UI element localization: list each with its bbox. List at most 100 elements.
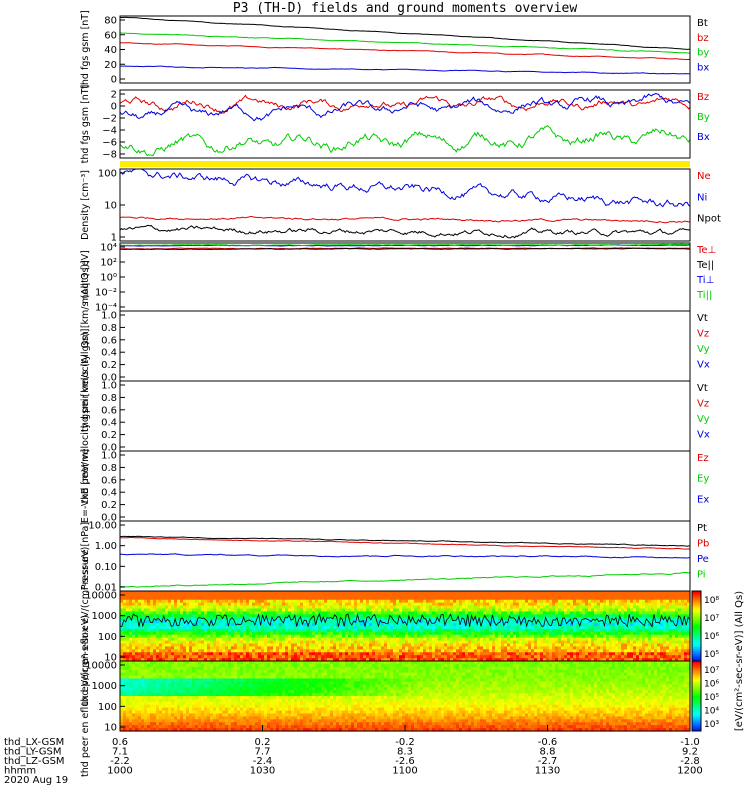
heatmap-cell — [306, 596, 310, 601]
heatmap-cell — [165, 602, 169, 607]
heatmap-cell — [207, 591, 211, 595]
legend-Te: Te⊥ — [696, 245, 716, 256]
heatmap-cell — [606, 655, 610, 659]
heatmap-cell — [426, 614, 430, 618]
heatmap-cell — [516, 640, 520, 645]
heatmap-cell — [660, 605, 664, 610]
heatmap-cell — [255, 646, 259, 650]
heatmap-cell — [612, 623, 616, 627]
heatmap-cell — [177, 631, 181, 636]
heatmap-cell — [123, 716, 127, 720]
heatmap-cell — [429, 634, 433, 639]
heatmap-cell — [348, 649, 352, 653]
heatmap-cell — [462, 623, 466, 627]
heatmap-cell — [138, 599, 142, 604]
heatmap-cell — [441, 596, 445, 601]
heatmap-cell — [339, 640, 343, 645]
heatmap-cell — [279, 626, 283, 630]
heatmap-cell — [357, 634, 361, 639]
heatmap-cell — [252, 593, 256, 598]
heatmap-cell — [363, 658, 367, 662]
heatmap-cell — [558, 637, 562, 642]
heatmap-cell — [369, 623, 373, 627]
heatmap-cell — [360, 602, 364, 607]
heatmap-cell — [204, 628, 208, 633]
series-Pt — [120, 535, 691, 547]
heatmap-cell — [267, 596, 271, 601]
heatmap-cell — [120, 617, 124, 621]
heatmap-cell — [489, 637, 493, 642]
heatmap-cell — [204, 649, 208, 653]
heatmap-cell — [474, 593, 478, 598]
heatmap-cell — [285, 593, 289, 598]
heatmap-cell — [153, 658, 157, 662]
heatmap-cell — [204, 596, 208, 601]
legend-bz: bz — [697, 33, 709, 44]
heatmap-cell — [579, 631, 583, 636]
heatmap-cell — [402, 623, 406, 627]
heatmap-cell — [591, 640, 595, 645]
heatmap-cell — [153, 672, 157, 677]
heatmap-cell — [285, 658, 289, 662]
heatmap-cell — [135, 672, 139, 677]
heatmap-cell — [540, 608, 544, 613]
heatmap-cell — [411, 623, 415, 627]
heatmap-cell — [660, 596, 664, 601]
heatmap-cell — [180, 611, 184, 615]
heatmap-cell — [198, 599, 202, 604]
heatmap-cell — [603, 640, 607, 645]
heatmap-cell — [174, 652, 178, 656]
heatmap-cell — [528, 599, 532, 604]
heatmap-cell — [462, 593, 466, 598]
heatmap-cell — [465, 602, 469, 607]
heatmap-cell — [426, 637, 430, 642]
heatmap-cell — [285, 605, 289, 610]
heatmap-cell — [234, 637, 238, 642]
heatmap-cell — [261, 658, 265, 662]
heatmap-cell — [273, 637, 277, 642]
heatmap-cell — [663, 649, 667, 653]
heatmap-cell — [171, 608, 175, 613]
heatmap-cell — [663, 602, 667, 607]
heatmap-cell — [345, 637, 349, 642]
heatmap-cell — [216, 652, 220, 656]
heatmap-cell — [276, 640, 280, 645]
heatmap-cell — [216, 658, 220, 662]
heatmap-cell — [591, 608, 595, 613]
heatmap-cell — [549, 634, 553, 639]
heatmap-cell — [432, 643, 436, 648]
heatmap-cell — [621, 655, 625, 659]
heatmap-cell — [162, 617, 166, 621]
heatmap-cell — [141, 696, 145, 700]
heatmap-cell — [201, 605, 205, 610]
legend-Pt: Pt — [697, 523, 707, 534]
heatmap-cell — [312, 631, 316, 636]
heatmap-cell — [348, 626, 352, 630]
heatmap-cell — [675, 640, 679, 645]
heatmap-cell — [183, 608, 187, 613]
heatmap-cell — [144, 701, 148, 706]
heatmap-cell — [201, 628, 205, 633]
heatmap-cell — [282, 646, 286, 650]
heatmap-cell — [282, 652, 286, 656]
heatmap-cell — [180, 649, 184, 653]
heatmap-cell — [474, 643, 478, 648]
heatmap-cell — [591, 611, 595, 615]
heatmap-cell — [651, 634, 655, 639]
heatmap-cell — [630, 591, 634, 595]
heatmap-cell — [612, 614, 616, 618]
heatmap-cell — [186, 637, 190, 642]
heatmap-cell — [381, 652, 385, 656]
heatmap-cell — [270, 643, 274, 648]
heatmap-cell — [219, 655, 223, 659]
heatmap-cell — [138, 640, 142, 645]
heatmap-cell — [630, 634, 634, 639]
heatmap-cell — [453, 637, 457, 642]
heatmap-cell — [213, 611, 217, 615]
heatmap-cell — [267, 626, 271, 630]
heatmap-cell — [150, 593, 154, 598]
heatmap-cell — [642, 649, 646, 653]
heatmap-cell — [660, 620, 664, 624]
heatmap-cell — [654, 614, 658, 618]
